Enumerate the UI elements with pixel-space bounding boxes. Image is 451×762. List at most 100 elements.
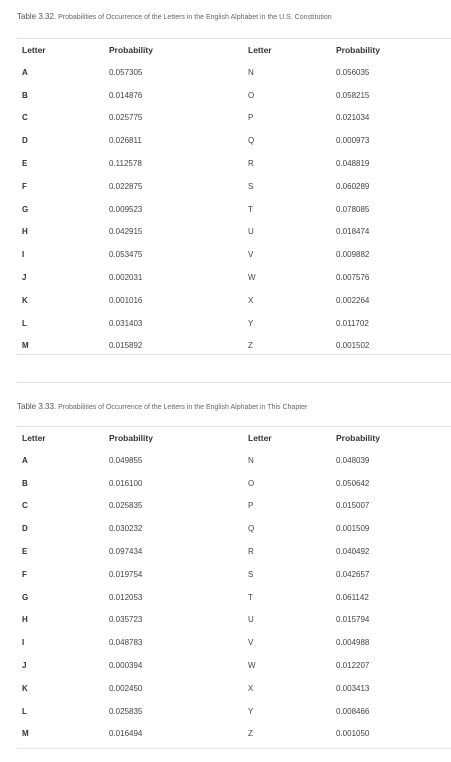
letter-cell: N: [248, 67, 254, 77]
table-top-rule: [17, 426, 451, 427]
letter-cell: H: [22, 615, 28, 625]
letter-header: Letter: [248, 433, 272, 443]
probability-cell: 0.060289: [336, 181, 370, 191]
letter-cell: X: [248, 295, 254, 305]
probability-cell: 0.002264: [336, 295, 370, 305]
probability-cell: 0.097434: [109, 547, 143, 556]
table-row: J 0.002031 W 0.007576: [17, 267, 451, 290]
probability-cell: 0.048039: [336, 455, 370, 465]
probability-cell: 0.000394: [109, 661, 143, 670]
probability-cell: 0.042657: [336, 569, 370, 579]
letter-cell: H: [22, 227, 28, 237]
probability-cell: 0.022875: [109, 181, 143, 191]
letter-cell: Q: [248, 136, 255, 146]
table-row: A 0.049855 N 0.048039: [17, 450, 451, 473]
table-header-row: Letter Probability Letter Probability: [17, 39, 451, 62]
letter-cell: G: [22, 592, 29, 602]
letter-cell: M: [22, 341, 29, 351]
table-row: D 0.026811 Q 0.000973: [17, 130, 451, 153]
table-row: F 0.019754 S 0.042657: [17, 564, 451, 587]
probability-cell: 0.057305: [109, 67, 143, 77]
letter-cell: C: [22, 501, 28, 511]
probability-cell: 0.025835: [109, 501, 143, 511]
probability-header: Probability: [336, 433, 380, 443]
table-row: K 0.002450 X 0.003413: [17, 678, 451, 701]
table-caption: Table 3.32. Probabilities of Occurrence …: [17, 12, 332, 23]
letter-cell: B: [22, 478, 28, 488]
letter-cell: G: [22, 204, 29, 214]
letter-cell: P: [248, 501, 254, 511]
table-number: Table 3.33.: [17, 402, 57, 411]
letter-header: Letter: [22, 433, 46, 443]
probability-header: Probability: [109, 433, 153, 443]
table-row: M 0.015892 Z 0.001502: [17, 335, 451, 358]
table-row: H 0.042915 U 0.018474: [17, 221, 451, 244]
probability-cell: 0.048783: [109, 638, 143, 648]
table-row: B 0.014876 O 0.058215: [17, 85, 451, 108]
probability-cell: 0.001509: [336, 524, 370, 534]
table-row: D 0.030232 Q 0.001509: [17, 518, 451, 541]
letter-cell: A: [22, 67, 28, 77]
probability-cell: 0.000973: [336, 136, 370, 146]
letter-cell: P: [248, 113, 254, 123]
letter-cell: W: [248, 273, 256, 282]
letter-cell: L: [22, 706, 27, 716]
probability-cell: 0.035723: [109, 615, 143, 625]
letter-cell: U: [248, 227, 254, 237]
probability-cell: 0.001502: [336, 341, 370, 351]
letter-cell: F: [22, 181, 27, 191]
letter-cell: I: [22, 638, 25, 648]
table-row: C 0.025835 P 0.015007: [17, 495, 451, 518]
table-row: B 0.016100 O 0.050642: [17, 473, 451, 496]
letter-cell: R: [248, 159, 254, 168]
probability-cell: 0.001016: [109, 295, 143, 305]
table-row: H 0.035723 U 0.015794: [17, 609, 451, 632]
letter-cell: O: [248, 90, 255, 100]
table-row: I 0.053475 V 0.009882: [17, 244, 451, 267]
probability-cell: 0.056035: [336, 67, 370, 77]
letter-cell: S: [248, 569, 254, 579]
table-bottom-rule: [17, 354, 451, 355]
letter-header: Letter: [22, 45, 46, 55]
probability-cell: 0.040492: [336, 547, 370, 556]
probability-cell: 0.025775: [109, 113, 143, 123]
letter-cell: U: [248, 615, 254, 625]
table-row: F 0.022875 S 0.060289: [17, 176, 451, 199]
table-caption: Table 3.33. Probabilities of Occurrence …: [17, 402, 307, 413]
probability-cell: 0.003413: [336, 683, 370, 693]
probability-cell: 0.061142: [336, 592, 369, 602]
probability-cell: 0.007576: [336, 273, 370, 282]
probability-cell: 0.008466: [336, 706, 370, 716]
letter-cell: J: [22, 661, 27, 670]
letter-header: Letter: [248, 45, 272, 55]
letter-cell: E: [22, 159, 28, 168]
letter-cell: J: [22, 273, 27, 282]
probability-cell: 0.078085: [336, 204, 370, 214]
table-title: Probabilities of Occurrence of the Lette…: [58, 404, 308, 411]
probability-cell: 0.112578: [109, 159, 142, 168]
probability-cell: 0.016494: [109, 729, 143, 739]
probability-cell: 0.026811: [109, 136, 142, 146]
table-row: E 0.097434 R 0.040492: [17, 541, 451, 564]
probability-cell: 0.002031: [109, 273, 143, 282]
probability-cell: 0.009882: [336, 250, 370, 260]
letter-cell: Y: [248, 318, 254, 328]
letter-cell: K: [22, 295, 28, 305]
letter-cell: N: [248, 455, 254, 465]
letter-cell: L: [22, 318, 27, 328]
table-row: M 0.016494 Z 0.001050: [17, 723, 451, 746]
letter-cell: F: [22, 569, 27, 579]
letter-cell: Z: [248, 341, 253, 351]
table-header-row: Letter Probability Letter Probability: [17, 427, 451, 450]
letter-cell: R: [248, 547, 254, 556]
probability-cell: 0.058215: [336, 90, 370, 100]
probability-cell: 0.019754: [109, 569, 143, 579]
probability-cell: 0.048819: [336, 159, 370, 168]
section-divider: [17, 382, 451, 383]
probability-cell: 0.014876: [109, 90, 143, 100]
letter-cell: O: [248, 478, 255, 488]
probability-cell: 0.009523: [109, 204, 143, 214]
table-row: L 0.025835 Y 0.008466: [17, 701, 451, 724]
probability-cell: 0.015007: [336, 501, 370, 511]
letter-cell: K: [22, 683, 28, 693]
